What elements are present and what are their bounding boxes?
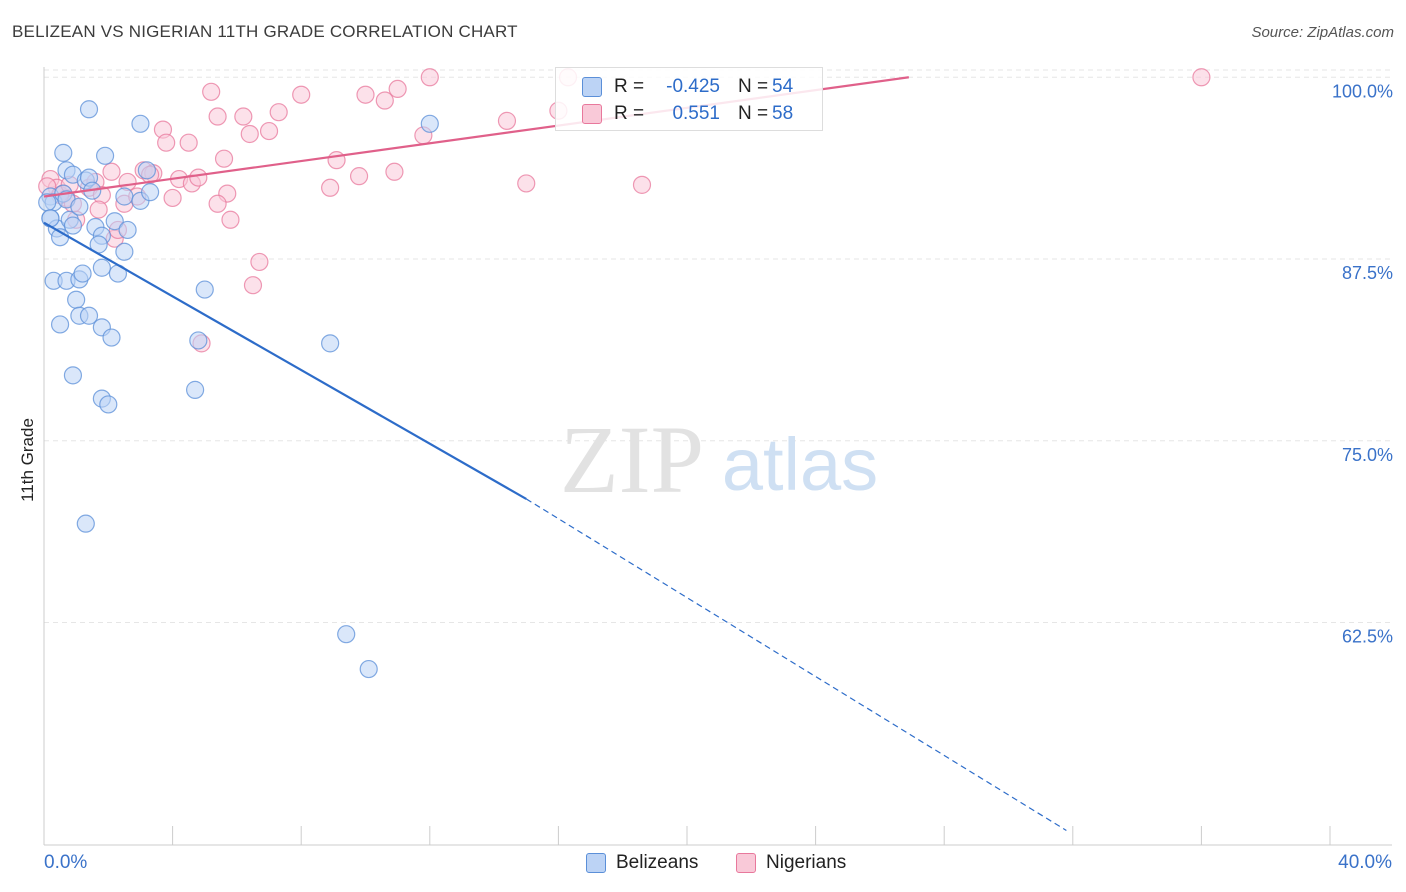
point-nigerians	[388, 79, 407, 99]
point-nigerians	[385, 162, 404, 181]
point-belizeans	[70, 197, 89, 216]
point-nigerians	[234, 107, 253, 126]
watermark: ZIP atlas	[560, 406, 878, 513]
n-value: 54	[772, 76, 794, 97]
grid-lines	[44, 69, 1392, 624]
chart-title: BELIZEAN VS NIGERIAN 11TH GRADE CORRELAT…	[12, 22, 518, 41]
n-label: N =	[738, 76, 769, 97]
axes	[43, 67, 1392, 846]
point-belizeans	[137, 161, 156, 180]
legend-label-nigerians: Nigerians	[766, 852, 847, 873]
point-belizeans	[115, 187, 134, 206]
r-value: -0.425	[666, 76, 720, 97]
point-belizeans	[67, 290, 86, 309]
point-nigerians	[102, 162, 121, 181]
point-nigerians	[356, 85, 375, 104]
point-belizeans	[76, 514, 95, 533]
point-belizeans	[95, 146, 115, 165]
series-legend: Belizeans Nigerians	[0, 852, 1406, 876]
r-label: R =	[614, 103, 645, 124]
point-belizeans	[337, 625, 356, 644]
data-points	[38, 68, 1211, 679]
stats-row-nigerians: R = 0.551 N = 58	[582, 103, 812, 125]
legend-item-belizeans[interactable]: Belizeans	[586, 852, 698, 874]
point-belizeans	[105, 212, 124, 231]
trend-line-belizeans	[43, 221, 527, 500]
point-belizeans	[420, 114, 439, 133]
y-tick-labels: 62.5% 75.0% 87.5% 100.0%	[1332, 81, 1393, 646]
y-tick-label: 87.5%	[1342, 263, 1393, 283]
watermark-zip: ZIP	[560, 406, 704, 513]
point-belizeans	[92, 258, 111, 277]
point-nigerians	[497, 111, 517, 130]
point-belizeans	[50, 315, 70, 334]
point-nigerians	[89, 200, 108, 219]
point-belizeans	[99, 395, 118, 414]
point-nigerians	[240, 124, 259, 144]
point-belizeans	[131, 114, 150, 133]
stats-legend: R = -0.425 N = 54 R = 0.551 N = 58	[555, 67, 823, 131]
point-belizeans	[79, 100, 99, 119]
y-axis-label: 11th Grade	[18, 418, 37, 502]
point-nigerians	[259, 121, 279, 141]
swatch-nigerians	[582, 104, 602, 124]
point-belizeans	[195, 280, 214, 299]
point-nigerians	[1192, 68, 1211, 87]
point-belizeans	[54, 143, 73, 162]
legend-item-nigerians[interactable]: Nigerians	[736, 852, 846, 874]
point-belizeans	[63, 366, 83, 385]
point-nigerians	[269, 103, 288, 122]
point-nigerians	[243, 276, 263, 295]
legend-label-belizeans: Belizeans	[616, 852, 699, 873]
point-nigerians	[163, 188, 182, 208]
n-label: N =	[738, 103, 769, 124]
n-value: 58	[772, 103, 794, 124]
point-nigerians	[375, 91, 394, 110]
point-belizeans	[189, 331, 208, 350]
point-belizeans	[186, 380, 205, 399]
point-nigerians	[517, 174, 536, 193]
legend-swatch-belizeans	[586, 853, 606, 873]
point-nigerians	[208, 107, 227, 126]
point-nigerians	[189, 168, 208, 187]
stats-row-belizeans: R = -0.425 N = 54	[582, 76, 812, 98]
point-belizeans	[79, 306, 99, 325]
point-nigerians	[632, 175, 652, 194]
point-belizeans	[41, 209, 60, 228]
point-belizeans	[359, 659, 378, 679]
point-belizeans	[115, 242, 134, 261]
point-belizeans	[63, 216, 83, 235]
point-nigerians	[327, 151, 346, 170]
point-nigerians	[208, 194, 227, 213]
point-nigerians	[157, 133, 176, 152]
point-belizeans	[118, 220, 137, 240]
point-nigerians	[321, 178, 340, 197]
legend-swatch-nigerians	[736, 853, 756, 873]
y-tick-label: 62.5%	[1342, 627, 1393, 647]
point-belizeans	[140, 183, 160, 202]
y-tick-label: 75.0%	[1342, 445, 1393, 465]
x-tick-label-min: 0.0%	[44, 852, 88, 873]
source-label: Source: ZipAtlas.com	[1251, 24, 1394, 41]
swatch-belizeans	[582, 77, 602, 97]
r-value: 0.551	[672, 103, 720, 124]
point-belizeans	[73, 264, 92, 283]
point-nigerians	[349, 167, 369, 186]
point-nigerians	[292, 85, 311, 104]
r-label: R =	[614, 76, 645, 97]
trend-extension-belizeans	[525, 498, 1067, 831]
point-nigerians	[420, 68, 439, 87]
point-belizeans	[102, 328, 121, 347]
watermark-atlas: atlas	[722, 423, 878, 506]
y-tick-label: 100.0%	[1332, 81, 1393, 101]
point-nigerians	[202, 82, 221, 101]
point-belizeans	[321, 334, 340, 353]
point-nigerians	[221, 210, 240, 229]
x-tick-label-max: 40.0%	[1338, 852, 1392, 873]
point-nigerians	[250, 252, 269, 272]
point-nigerians	[214, 149, 234, 168]
point-nigerians	[179, 133, 198, 152]
